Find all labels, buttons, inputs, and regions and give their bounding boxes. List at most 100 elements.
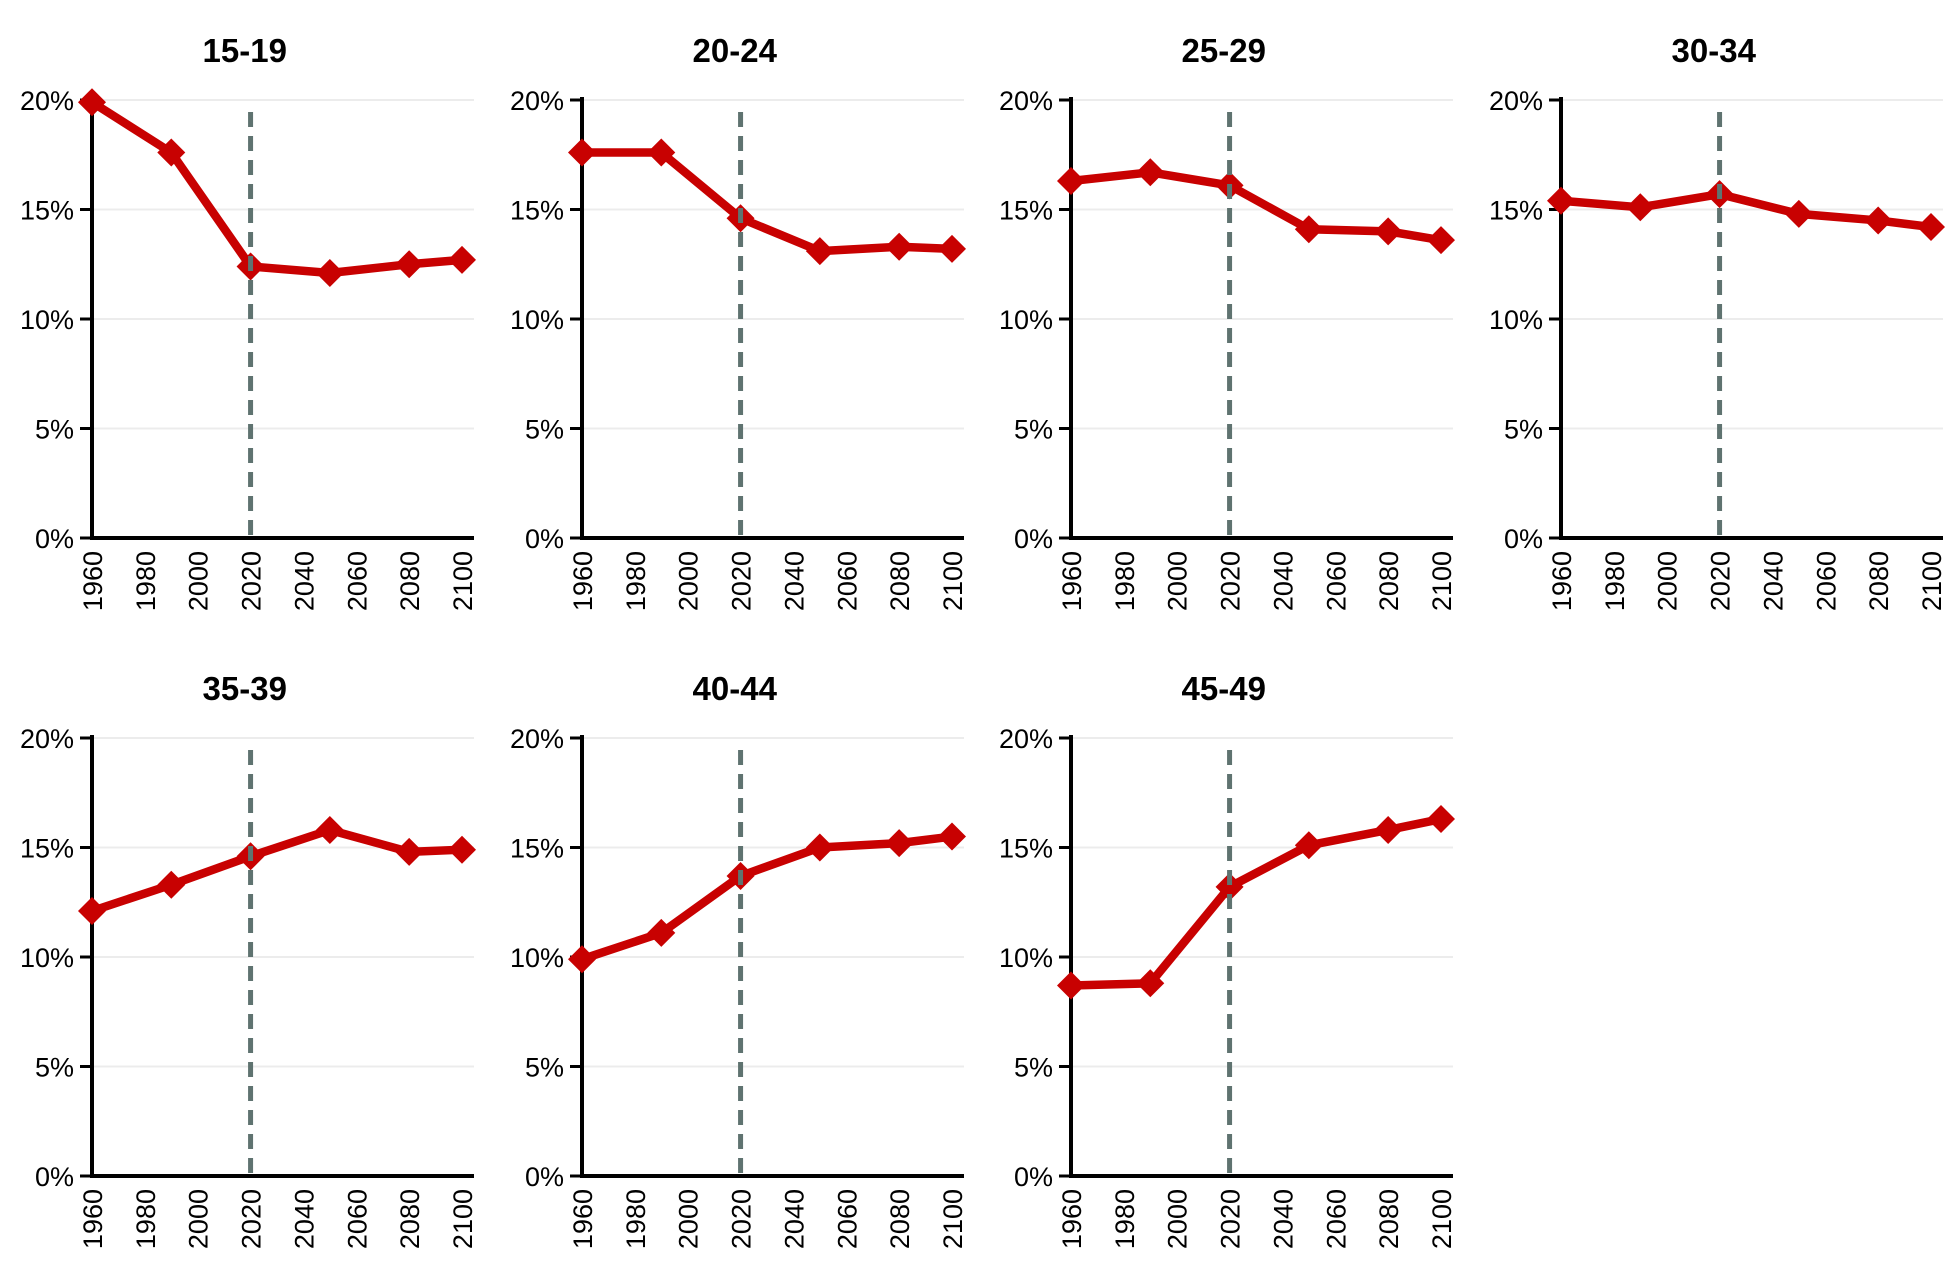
- chart-title-40-44: 40-44: [692, 670, 777, 707]
- x-tick-label-2080: 2080: [395, 551, 425, 611]
- y-tick-label-15: 15%: [1488, 196, 1542, 226]
- x-tick-label-2080: 2080: [395, 1189, 425, 1249]
- x-tick-label-2080: 2080: [1374, 551, 1404, 611]
- x-tick-label-2020: 2020: [237, 1189, 267, 1249]
- x-tick-label-2060: 2060: [1811, 551, 1841, 611]
- data-point-marker-1990: [1625, 193, 1654, 222]
- x-tick-label-2080: 2080: [885, 551, 915, 611]
- y-tick-label-10: 10%: [999, 305, 1053, 335]
- x-tick-label-2100: 2100: [448, 1189, 478, 1249]
- chart-panel-30-34: 30-34 0% 5% 10% 15% 20% 1960 1980 2000 2020 2040 20…: [1469, 0, 1958, 638]
- data-point-marker-2050: [315, 259, 344, 288]
- data-point-marker-2100: [1427, 226, 1455, 255]
- x-tick-label-2000: 2000: [1163, 1189, 1193, 1249]
- chart-svg-25-29: 25-29 0% 5% 10% 15% 20% 1960 1980 2000 2020 2040 20…: [999, 32, 1457, 611]
- x-tick-label-1980: 1980: [1599, 551, 1629, 611]
- y-tick-label-10: 10%: [20, 943, 74, 973]
- x-tick-label-2060: 2060: [832, 551, 862, 611]
- x-tick-label-1960: 1960: [78, 1189, 108, 1249]
- y-tick-label-5: 5%: [1014, 1052, 1053, 1082]
- chart-svg-20-24: 20-24 0% 5% 10% 15% 20% 1960 1980 2000 2020 2040 20…: [509, 32, 967, 611]
- x-tick-label-2020: 2020: [726, 1189, 756, 1249]
- x-tick-label-1980: 1980: [131, 1189, 161, 1249]
- data-point-marker-2050: [805, 237, 834, 266]
- x-tick-label-2100: 2100: [938, 1189, 968, 1249]
- chart-title-45-49: 45-49: [1182, 670, 1266, 707]
- x-tick-label-1960: 1960: [78, 551, 108, 611]
- y-tick-label-20: 20%: [999, 86, 1053, 116]
- y-tick-label-15: 15%: [20, 833, 74, 863]
- data-point-marker-2100: [448, 835, 476, 864]
- chart-title-15-19: 15-19: [203, 32, 287, 69]
- x-tick-label-1960: 1960: [568, 1189, 598, 1249]
- chart-panel-35-39: 35-39 0% 5% 10% 15% 20% 1960 1980 2000 2020 2040 20…: [0, 638, 490, 1275]
- data-point-marker-2050: [1294, 215, 1323, 244]
- x-tick-label-2080: 2080: [1374, 1189, 1404, 1249]
- x-tick-label-2100: 2100: [448, 551, 478, 611]
- chart-svg-30-34: 30-34 0% 5% 10% 15% 20% 1960 1980 2000 2020 2040 20…: [1488, 32, 1947, 611]
- y-tick-label-5: 5%: [524, 1052, 563, 1082]
- data-point-marker-1990: [157, 138, 186, 167]
- y-tick-label-15: 15%: [999, 833, 1053, 863]
- y-tick-label-0: 0%: [1014, 524, 1053, 554]
- data-point-marker-2100: [937, 822, 966, 851]
- series-line-40-44: [577, 831, 956, 963]
- y-tick-label-20: 20%: [999, 724, 1053, 754]
- x-tick-label-2060: 2060: [342, 1189, 372, 1249]
- data-point-marker-2100: [448, 245, 476, 274]
- x-tick-label-2000: 2000: [1163, 551, 1193, 611]
- y-tick-label-15: 15%: [999, 196, 1053, 226]
- x-tick-label-2040: 2040: [1268, 1189, 1298, 1249]
- y-tick-label-5: 5%: [1014, 415, 1053, 445]
- data-point-marker-2050: [805, 833, 834, 861]
- x-tick-label-1980: 1980: [620, 1189, 650, 1249]
- chart-panel-45-49: 45-49 0% 5% 10% 15% 20% 1960 1980 2000 2020 2040 20…: [979, 638, 1469, 1275]
- x-tick-label-2020: 2020: [1216, 1189, 1246, 1249]
- x-tick-label-2060: 2060: [342, 551, 372, 611]
- data-point-marker-1960: [567, 138, 596, 167]
- y-tick-label-20: 20%: [509, 86, 563, 116]
- y-tick-label-5: 5%: [524, 415, 563, 445]
- chart-svg-35-39: 35-39 0% 5% 10% 15% 20% 1960 1980 2000 2020 2040 20…: [20, 670, 478, 1249]
- y-tick-label-20: 20%: [1488, 86, 1542, 116]
- x-tick-label-2100: 2100: [1917, 551, 1947, 611]
- data-point-marker-2080: [395, 250, 424, 279]
- x-tick-label-2020: 2020: [726, 551, 756, 611]
- x-tick-label-2060: 2060: [1321, 1189, 1351, 1249]
- data-point-marker-2080: [395, 837, 424, 866]
- data-point-marker-2050: [315, 815, 344, 844]
- x-tick-label-1960: 1960: [1057, 551, 1087, 611]
- data-point-marker-1960: [1057, 167, 1085, 196]
- x-tick-label-1980: 1980: [620, 551, 650, 611]
- chart-panel-40-44: 40-44 0% 5% 10% 15% 20% 1960 1980 2000 2020 2040 20…: [490, 638, 980, 1275]
- x-tick-label-2100: 2100: [1427, 1189, 1457, 1249]
- x-tick-label-1960: 1960: [1547, 551, 1577, 611]
- series-line-15-19: [87, 97, 467, 278]
- y-tick-label-5: 5%: [35, 1052, 74, 1082]
- y-tick-label-15: 15%: [509, 833, 563, 863]
- y-tick-label-10: 10%: [999, 943, 1053, 973]
- chart-title-20-24: 20-24: [692, 32, 777, 69]
- data-point-marker-2080: [1374, 815, 1403, 844]
- y-tick-label-10: 10%: [1488, 305, 1542, 335]
- data-point-marker-1960: [1057, 970, 1085, 999]
- x-tick-label-2040: 2040: [289, 1189, 319, 1249]
- y-tick-label-0: 0%: [1014, 1162, 1053, 1192]
- y-tick-label-15: 15%: [509, 196, 563, 226]
- data-point-marker-1960: [78, 88, 106, 117]
- data-point-marker-2080: [884, 232, 913, 261]
- data-point-marker-2050: [1784, 199, 1813, 228]
- x-tick-label-2100: 2100: [1427, 551, 1457, 611]
- data-point-marker-1990: [646, 918, 675, 947]
- x-tick-label-2040: 2040: [779, 551, 809, 611]
- data-point-marker-1990: [1136, 968, 1165, 997]
- chart-title-30-34: 30-34: [1671, 32, 1756, 69]
- chart-title-25-29: 25-29: [1182, 32, 1266, 69]
- x-tick-label-2000: 2000: [1652, 551, 1682, 611]
- x-tick-label-1980: 1980: [131, 551, 161, 611]
- x-tick-label-2040: 2040: [289, 551, 319, 611]
- x-tick-label-1980: 1980: [1110, 1189, 1140, 1249]
- chart-panel-25-29: 25-29 0% 5% 10% 15% 20% 1960 1980 2000 2020 2040 20…: [979, 0, 1469, 638]
